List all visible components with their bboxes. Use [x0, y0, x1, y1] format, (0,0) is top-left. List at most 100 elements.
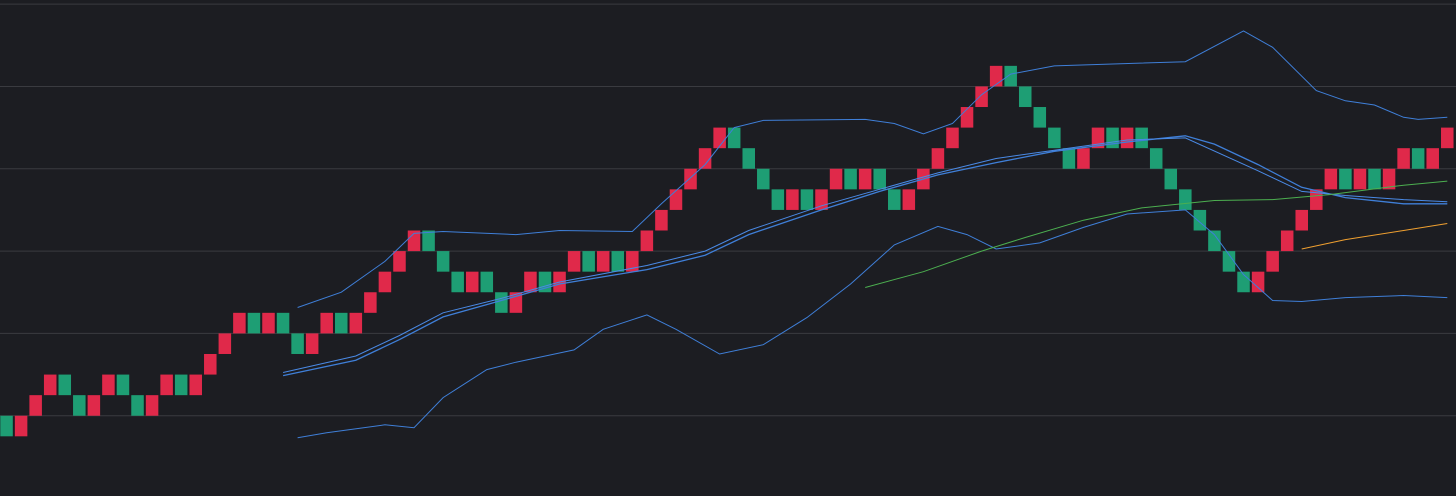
renko-brick — [655, 209, 668, 231]
renko-brick — [1048, 127, 1061, 149]
renko-brick — [262, 312, 275, 334]
renko-brick — [989, 65, 1003, 87]
renko-brick — [1208, 230, 1221, 252]
renko-brick — [844, 168, 857, 190]
renko-brick — [611, 251, 625, 272]
renko-brick — [567, 251, 581, 272]
renko-brick — [73, 395, 86, 416]
renko-brick — [1251, 271, 1265, 293]
renko-brick — [29, 395, 42, 416]
renko-brick — [204, 353, 217, 375]
renko-brick — [829, 168, 843, 190]
renko-brick — [58, 374, 72, 396]
renko-brick — [305, 333, 319, 354]
indicator-line — [297, 209, 1448, 439]
renko-brick — [1382, 168, 1396, 190]
renko-brick — [422, 230, 435, 252]
renko-brick — [931, 148, 945, 169]
renko-brick — [1106, 127, 1119, 149]
renko-brick — [1222, 251, 1236, 272]
renko-brick — [698, 148, 712, 169]
renko-brick — [786, 189, 799, 210]
renko-brick — [1164, 168, 1178, 190]
renko-brick — [626, 251, 639, 272]
renko-brick — [1004, 65, 1017, 87]
renko-brick — [524, 271, 537, 293]
renko-brick — [393, 251, 406, 272]
renko-brick — [218, 333, 232, 354]
renko-brick — [43, 374, 57, 396]
renko-brick — [1062, 148, 1076, 169]
renko-brick — [946, 127, 959, 149]
indicator-line — [282, 137, 1448, 373]
indicator-line — [282, 135, 1448, 377]
renko-brick — [335, 312, 348, 334]
renko-brick — [1120, 127, 1134, 149]
renko-brick — [131, 395, 144, 416]
renko-brick — [1426, 148, 1439, 169]
renko-brick — [1033, 107, 1047, 128]
renko-brick — [349, 312, 363, 334]
renko-brick — [727, 127, 741, 149]
renko-brick — [364, 292, 377, 313]
renko-brick — [960, 107, 974, 128]
renko-brick — [669, 189, 683, 210]
renko-brick — [1280, 230, 1294, 252]
renko-brick — [800, 189, 814, 210]
renko-brick — [495, 292, 508, 313]
renko-brick — [1179, 189, 1192, 210]
renko-brick — [1135, 127, 1148, 149]
renko-brick — [771, 189, 785, 210]
renko-brick — [174, 374, 188, 396]
renko-brick — [902, 189, 916, 210]
renko-brick — [1149, 148, 1163, 169]
renko-brick — [378, 271, 392, 293]
renko-brick — [1077, 148, 1090, 169]
renko-brick — [145, 395, 159, 416]
renko-brick — [451, 271, 464, 293]
renko-brick — [247, 312, 261, 334]
renko-brick — [1397, 148, 1410, 169]
renko-brick — [1353, 168, 1367, 190]
renko-brick — [1018, 86, 1032, 108]
renko-brick — [480, 271, 494, 293]
renko-brick — [1310, 189, 1323, 210]
renko-brick — [1441, 127, 1454, 149]
renko-brick — [858, 168, 872, 190]
renko-brick — [873, 168, 886, 190]
renko-brick — [713, 127, 726, 149]
indicator-line — [297, 30, 1448, 308]
renko-brick — [757, 168, 770, 190]
renko-brick — [1411, 148, 1425, 169]
renko-brick — [436, 251, 450, 272]
renko-brick — [1091, 127, 1105, 149]
renko-brick — [160, 374, 173, 396]
renko-brick — [0, 415, 13, 437]
renko-brick — [1266, 251, 1279, 272]
renko-brick — [102, 374, 115, 396]
renko-brick — [640, 230, 654, 252]
renko-brick — [465, 271, 479, 293]
renko-brick — [684, 168, 697, 190]
renko-brick — [116, 374, 130, 396]
renko-brick — [1295, 209, 1308, 231]
renko-brick — [291, 333, 304, 354]
renko-brick — [1324, 168, 1338, 190]
renko-brick — [407, 230, 421, 252]
renko-brick — [14, 415, 28, 437]
renko-brick — [189, 374, 202, 396]
renko-brick — [1339, 168, 1352, 190]
indicator-line — [865, 180, 1448, 288]
indicator-line — [1301, 223, 1448, 250]
renko-brick — [87, 395, 101, 416]
renko-brick — [888, 189, 901, 210]
renko-brick — [1193, 209, 1207, 231]
renko-brick — [320, 312, 333, 334]
renko-brick — [276, 312, 290, 334]
renko-brick — [1368, 168, 1381, 190]
renko-brick — [582, 251, 595, 272]
renko-brick — [742, 148, 755, 169]
